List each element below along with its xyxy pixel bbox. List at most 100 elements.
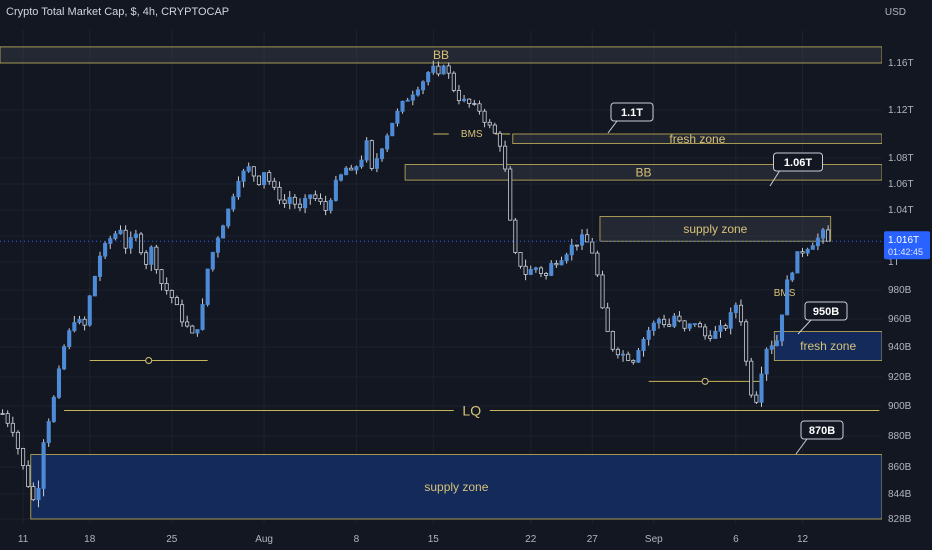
y-tick-label: 960B bbox=[888, 314, 912, 325]
candle-body bbox=[810, 245, 815, 250]
candle-body bbox=[374, 158, 379, 169]
candle-body bbox=[431, 65, 436, 73]
time-axis-bg bbox=[0, 525, 882, 550]
candle-body bbox=[533, 267, 538, 270]
candle-body bbox=[733, 304, 738, 313]
candle-body bbox=[72, 322, 77, 332]
candle-body bbox=[446, 65, 451, 74]
x-tick-label: Aug bbox=[255, 534, 273, 545]
candle-body bbox=[179, 304, 185, 323]
callout-pointer bbox=[607, 120, 618, 134]
zone-label: BB bbox=[433, 48, 449, 62]
y-tick-label: 860B bbox=[888, 462, 912, 473]
candle-body bbox=[749, 360, 754, 396]
level-label: BMS bbox=[774, 288, 796, 299]
candle-body bbox=[92, 276, 97, 297]
candle-body bbox=[523, 265, 528, 275]
candle-body bbox=[205, 268, 210, 305]
y-tick-label: 920B bbox=[888, 372, 912, 383]
candle-body bbox=[277, 186, 282, 201]
y-tick-label: 1.12T bbox=[888, 105, 914, 116]
candle-body bbox=[579, 234, 585, 246]
candle-body bbox=[236, 180, 241, 198]
candle-body bbox=[544, 273, 549, 276]
candle-body bbox=[779, 314, 785, 342]
price-tag-value: 1.016T bbox=[888, 235, 919, 246]
candle-body bbox=[682, 320, 687, 329]
candle-body bbox=[518, 252, 523, 267]
candle-body bbox=[303, 197, 308, 209]
candle-body bbox=[287, 196, 292, 204]
callout-pointer bbox=[797, 319, 812, 335]
candle-body bbox=[677, 315, 682, 322]
zone-rect bbox=[773, 331, 883, 361]
zone-label: BB bbox=[636, 165, 652, 179]
level-lines: BMS BMS LQ bbox=[64, 129, 880, 419]
candle-body bbox=[256, 175, 262, 186]
level-label: LQ bbox=[462, 403, 481, 419]
candle-body bbox=[215, 237, 220, 253]
candle-body bbox=[308, 194, 313, 199]
candle-body bbox=[190, 325, 195, 334]
candle-body bbox=[421, 81, 426, 91]
price-axis: 1.16T1.12T1.08T1.06T1.04T1.02T1T980B960B… bbox=[882, 0, 932, 550]
chart-title: Crypto Total Market Cap, $, 4h, CRYPTOCA… bbox=[6, 6, 230, 18]
zone-rect bbox=[30, 454, 883, 520]
candle-body bbox=[77, 318, 82, 323]
x-tick-label: 27 bbox=[587, 534, 599, 545]
candle-body bbox=[164, 283, 169, 291]
x-tick-label: 12 bbox=[797, 534, 809, 545]
candle-body bbox=[662, 318, 667, 325]
x-tick-label: 6 bbox=[733, 534, 739, 545]
candle-body bbox=[62, 346, 67, 370]
candle-body bbox=[574, 244, 579, 247]
x-tick-label: 25 bbox=[166, 534, 178, 545]
candle-body bbox=[36, 488, 41, 501]
candle-body bbox=[774, 340, 779, 347]
zone-label: fresh zone bbox=[800, 339, 856, 353]
candle-body bbox=[123, 229, 128, 249]
y-tick-label: 1T bbox=[888, 257, 900, 268]
candle-body bbox=[477, 103, 482, 112]
callout-pointer bbox=[795, 438, 808, 455]
candle-body bbox=[497, 132, 503, 147]
candle-body bbox=[221, 225, 226, 239]
candle-body bbox=[169, 289, 174, 298]
candle-body bbox=[226, 208, 231, 227]
candle-body bbox=[487, 121, 492, 126]
candle-body bbox=[538, 267, 544, 274]
zone-label: supply zone bbox=[683, 222, 747, 236]
candle-body bbox=[67, 330, 72, 348]
callout-box bbox=[773, 152, 823, 172]
candle-body bbox=[708, 335, 713, 339]
candle-body bbox=[728, 312, 733, 329]
candle-body bbox=[651, 322, 656, 331]
candle-body bbox=[554, 263, 559, 266]
candle-body bbox=[415, 89, 420, 96]
x-tick-label: 18 bbox=[84, 534, 96, 545]
candle-body bbox=[564, 254, 569, 262]
candle-body bbox=[282, 199, 287, 204]
x-tick-label: 8 bbox=[354, 534, 360, 545]
candle-body bbox=[195, 329, 200, 334]
candle-body bbox=[503, 145, 508, 170]
candle-body bbox=[231, 196, 236, 210]
candle-body bbox=[328, 200, 333, 211]
candle-body bbox=[820, 229, 826, 239]
candle-body bbox=[241, 170, 246, 182]
candle-body bbox=[333, 179, 338, 201]
candle-body bbox=[815, 237, 820, 247]
candle-body bbox=[318, 198, 323, 202]
candle-body bbox=[723, 325, 728, 329]
candle-body bbox=[138, 233, 144, 254]
candle-body bbox=[56, 368, 62, 398]
candle-body bbox=[426, 72, 431, 83]
candle-body bbox=[82, 318, 87, 326]
candle-body bbox=[697, 323, 703, 328]
candle-body bbox=[364, 140, 369, 161]
candle-body bbox=[400, 100, 405, 112]
candle-body bbox=[667, 324, 672, 327]
candle-body bbox=[718, 325, 723, 332]
